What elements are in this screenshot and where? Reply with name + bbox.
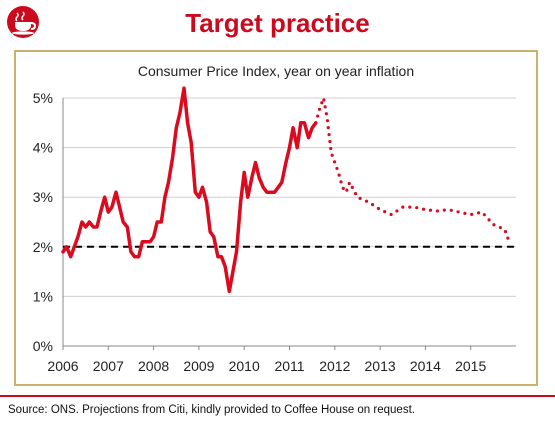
- axis-layer: 0% 1% 2% 3% 4% 5% 2006 2007 2008 2009 2010 2011 2012…: [33, 90, 516, 374]
- x-tick-label: 2013: [365, 358, 396, 374]
- y-tick-label: 4%: [33, 140, 53, 156]
- x-tick-label: 2007: [93, 358, 124, 374]
- series-layer: [61, 86, 516, 294]
- x-tick-label: 2011: [274, 358, 304, 374]
- x-tick-label: 2009: [183, 358, 214, 374]
- coffee-cup-icon: [7, 6, 39, 38]
- grid-layer: [63, 97, 516, 347]
- chart-title: Consumer Price Index, year on year infla…: [138, 63, 414, 79]
- projection-series-line: [314, 96, 510, 241]
- x-tick-label: 2014: [410, 358, 441, 374]
- x-tick-label: 2008: [138, 358, 169, 374]
- source-divider: [0, 395, 555, 397]
- actual-series-line: [61, 86, 318, 294]
- y-tick-label: 0%: [33, 338, 53, 354]
- x-tick-label: 2010: [229, 358, 260, 374]
- inflation-line-chart: Consumer Price Index, year on year infla…: [33, 63, 516, 374]
- x-tick-label: 2006: [47, 358, 78, 374]
- y-tick-label: 2%: [33, 239, 53, 255]
- y-tick-label: 3%: [33, 189, 53, 205]
- x-tick-label: 2015: [455, 358, 486, 374]
- page-title: Target practice: [185, 8, 370, 38]
- chart-frame: [14, 50, 538, 386]
- y-tick-label: 1%: [33, 288, 53, 304]
- source-note: Source: ONS. Projections from Citi, kind…: [8, 404, 415, 416]
- x-tick-label: 2012: [319, 358, 350, 374]
- y-tick-label: 5%: [33, 90, 53, 106]
